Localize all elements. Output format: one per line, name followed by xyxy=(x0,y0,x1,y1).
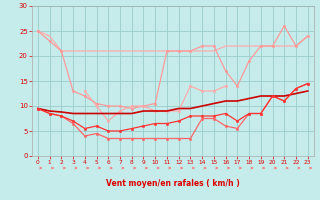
X-axis label: Vent moyen/en rafales ( km/h ): Vent moyen/en rafales ( km/h ) xyxy=(106,179,240,188)
